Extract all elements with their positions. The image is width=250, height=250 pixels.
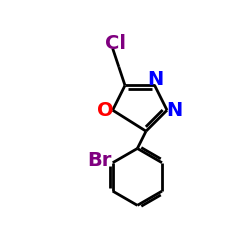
- Text: O: O: [97, 101, 114, 120]
- Text: N: N: [166, 101, 182, 120]
- Text: N: N: [147, 70, 163, 89]
- Text: Br: Br: [87, 151, 111, 170]
- Text: Cl: Cl: [104, 34, 126, 54]
